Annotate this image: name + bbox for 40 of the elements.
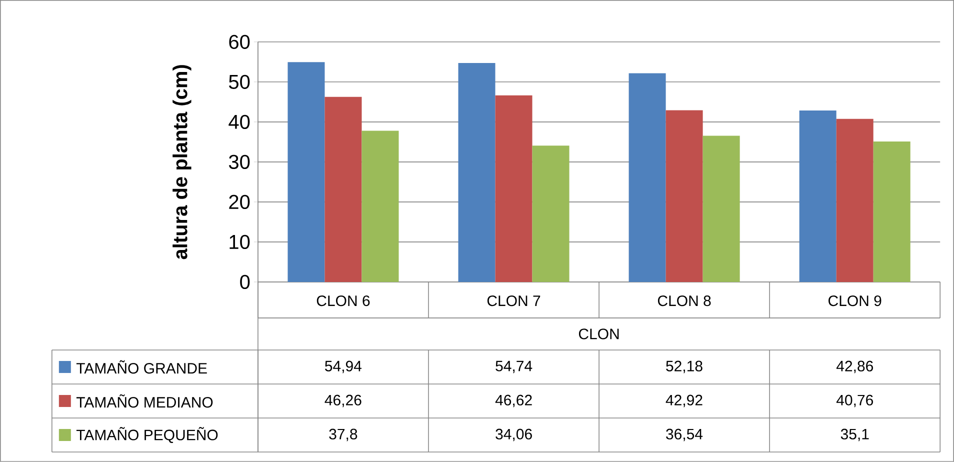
x-tick-label: CLON 6 — [316, 296, 370, 306]
y-tick-label: 50 — [228, 74, 250, 90]
y-tick-label: 0 — [240, 274, 250, 290]
bar — [495, 95, 532, 282]
data-label: 46,26 — [324, 394, 362, 408]
bar — [324, 96, 362, 282]
bar — [362, 130, 399, 282]
data-label: 35,1 — [840, 428, 869, 442]
legend-label: TAMAÑO PEQUEÑO — [76, 427, 218, 444]
y-tick-label: 30 — [228, 154, 250, 170]
data-label: 42,92 — [666, 394, 702, 408]
bar — [873, 142, 910, 282]
x-tick-label: CLON 8 — [658, 296, 711, 306]
y-axis-title: altura de planta (cm) — [172, 65, 192, 260]
x-tick-label: CLON 7 — [487, 296, 540, 306]
bar — [532, 146, 570, 282]
data-label: 46,62 — [495, 394, 532, 408]
data-label: 36,54 — [666, 428, 703, 442]
x-axis-title: CLON — [578, 328, 619, 340]
y-tick-label: 40 — [228, 114, 250, 130]
legend-label: TAMAÑO GRANDE — [76, 360, 207, 374]
data-label: 34,06 — [496, 428, 532, 442]
bar — [288, 62, 325, 282]
data-label: 42,86 — [836, 360, 873, 374]
bar — [628, 73, 666, 282]
legend-label: TAMAÑO MEDIANO — [76, 394, 213, 408]
bar — [702, 136, 740, 282]
y-tick-label: 10 — [230, 234, 250, 250]
x-tick-label: CLON 9 — [828, 296, 882, 306]
data-label: 37,8 — [329, 428, 358, 442]
data-label: 54,94 — [325, 360, 362, 374]
y-tick-label: 60 — [229, 34, 250, 50]
y-tick-label: 20 — [229, 194, 250, 210]
bar — [458, 62, 496, 282]
data-label: 52,18 — [666, 360, 702, 374]
data-label: 40,76 — [836, 394, 873, 408]
data-label: 54,74 — [496, 360, 532, 374]
bar — [836, 118, 874, 282]
bar — [799, 110, 836, 282]
bar — [666, 110, 703, 282]
